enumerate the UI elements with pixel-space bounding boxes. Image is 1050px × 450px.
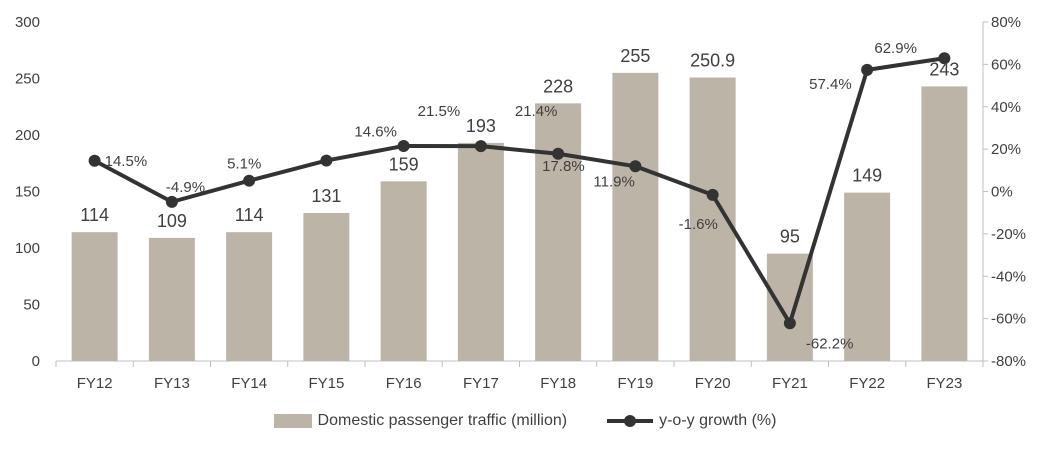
x-axis-tick-label: FY22 — [849, 375, 885, 392]
right-axis-tick-label: -20% — [991, 226, 1026, 243]
right-axis-tick-label: -80% — [991, 353, 1026, 370]
bar — [844, 192, 891, 361]
growth-value-label: -62.2% — [806, 335, 854, 352]
legend-item-bars: Domestic passenger traffic (million) — [273, 412, 568, 430]
x-axis-tick-label: FY19 — [617, 375, 653, 392]
bar-value-label: 255 — [620, 46, 650, 66]
growth-line-path — [93, 56, 945, 326]
bar-value-label: 114 — [235, 205, 264, 225]
bar — [226, 232, 273, 361]
x-axis-tick-label: FY12 — [77, 375, 113, 392]
axes: -80% -60% -40% -20% 0% 20% 40% 60% 80% 0 50 100 150 2… — [15, 14, 1026, 392]
x-axis-tick-label: FY13 — [154, 375, 190, 392]
data-labels: 114 109 114 131 159 193 228 255 250.9 95 149 243 14.… — [80, 40, 959, 352]
bar — [148, 237, 195, 361]
bar-value-label: 131 — [311, 186, 341, 206]
growth-line — [88, 52, 951, 330]
x-axis-tick-label: FY14 — [231, 375, 267, 392]
growth-point — [783, 317, 796, 330]
growth-value-label: 21.4% — [515, 103, 558, 120]
right-axis-tick-label: 80% — [991, 14, 1021, 31]
chart: -80% -60% -40% -20% 0% 20% 40% 60% 80% 0 50 100 150 2… — [15, 14, 1026, 392]
growth-point — [397, 139, 410, 152]
growth-value-label: 62.9% — [874, 40, 917, 57]
bar-value-label: 243 — [929, 59, 959, 79]
x-axis-tick-label: FY16 — [386, 375, 422, 392]
x-axis-tick-label: FY15 — [308, 375, 344, 392]
legend-swatch-bar — [273, 414, 312, 428]
growth-value-label: 57.4% — [809, 76, 852, 93]
bar — [380, 181, 427, 361]
right-axis-tick-label: 0% — [991, 184, 1013, 201]
growth-point — [706, 188, 719, 201]
legend: Domestic passenger traffic (million) y-o… — [0, 408, 1050, 434]
bar — [921, 86, 968, 361]
growth-value-label: -1.6% — [679, 216, 718, 233]
bar-value-label: 114 — [80, 205, 109, 225]
growth-value-label: -4.9% — [166, 179, 205, 196]
right-axis-tick-label: -40% — [991, 268, 1026, 285]
bar — [303, 212, 350, 361]
left-axis-tick-label: 150 — [15, 184, 40, 201]
growth-value-label: 14.5% — [105, 153, 148, 170]
bar-value-label: 250.9 — [690, 50, 735, 70]
bar-value-label: 159 — [389, 154, 419, 174]
bar — [535, 103, 582, 362]
left-axis-tick-label: 50 — [23, 297, 40, 314]
growth-value-label: 17.8% — [542, 158, 585, 175]
legend-swatch-line — [607, 414, 654, 428]
x-axis-tick-label: FY20 — [695, 375, 731, 392]
legend-label-line: y-o-y growth (%) — [659, 412, 777, 429]
growth-point — [552, 147, 565, 160]
bar — [71, 232, 118, 361]
left-axis-tick-label: 0 — [32, 353, 40, 370]
x-axis-tick-label: FY21 — [772, 375, 808, 392]
right-axis-tick-label: 40% — [991, 99, 1021, 116]
legend-label-bars: Domestic passenger traffic (million) — [317, 412, 568, 429]
growth-point — [474, 140, 487, 153]
right-axis-tick-label: -60% — [991, 311, 1026, 328]
x-axis-tick-label: FY18 — [540, 375, 576, 392]
growth-point — [243, 174, 256, 187]
left-axis-tick-label: 300 — [15, 14, 40, 31]
right-axis-tick-label: 20% — [991, 141, 1021, 158]
left-axis-tick-label: 100 — [15, 240, 40, 257]
growth-point — [88, 154, 101, 167]
bars — [71, 72, 968, 362]
bar-value-label: 228 — [543, 76, 573, 96]
growth-point — [629, 160, 642, 173]
x-axis-tick-label: FY23 — [926, 375, 962, 392]
growth-point — [165, 195, 178, 208]
right-axis-tick-label: 60% — [991, 56, 1021, 73]
growth-value-label: 14.6% — [354, 124, 397, 141]
bar-value-label: 149 — [852, 166, 882, 186]
growth-point — [320, 154, 333, 167]
growth-value-label: 21.5% — [418, 103, 461, 120]
bar — [612, 72, 659, 361]
growth-point — [938, 52, 951, 65]
growth-value-label: 5.1% — [227, 156, 261, 173]
left-axis-tick-label: 200 — [15, 127, 40, 144]
growth-value-label: 11.9% — [593, 173, 634, 190]
bar — [457, 142, 504, 361]
bar-value-label: 109 — [157, 211, 187, 231]
growth-point — [861, 63, 874, 76]
bar-value-label: 95 — [780, 227, 800, 247]
x-axis-tick-label: FY17 — [463, 375, 499, 392]
bar-value-label: 193 — [466, 116, 496, 136]
left-axis-tick-label: 250 — [15, 71, 40, 88]
legend-item-line: y-o-y growth (%) — [607, 412, 776, 430]
